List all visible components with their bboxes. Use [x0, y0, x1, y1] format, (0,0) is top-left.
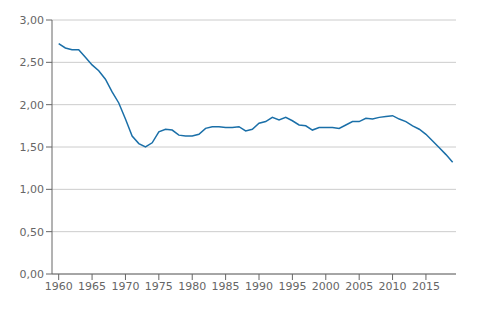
svg-text:3,00: 3,00 [20, 14, 45, 27]
svg-text:2015: 2015 [412, 280, 440, 293]
svg-text:2,50: 2,50 [20, 56, 45, 69]
svg-text:2010: 2010 [379, 280, 407, 293]
svg-text:2005: 2005 [345, 280, 373, 293]
svg-text:2,00: 2,00 [20, 99, 45, 112]
svg-text:0,50: 0,50 [20, 226, 45, 239]
svg-text:2000: 2000 [312, 280, 340, 293]
svg-text:1980: 1980 [178, 280, 206, 293]
svg-text:1960: 1960 [45, 280, 73, 293]
svg-text:0,00: 0,00 [20, 268, 45, 281]
svg-text:1990: 1990 [245, 280, 273, 293]
svg-text:1,00: 1,00 [20, 183, 45, 196]
svg-text:1985: 1985 [212, 280, 240, 293]
svg-text:1975: 1975 [145, 280, 173, 293]
svg-text:1,50: 1,50 [20, 141, 45, 154]
svg-text:1965: 1965 [78, 280, 106, 293]
svg-text:1970: 1970 [111, 280, 139, 293]
svg-text:1995: 1995 [278, 280, 306, 293]
